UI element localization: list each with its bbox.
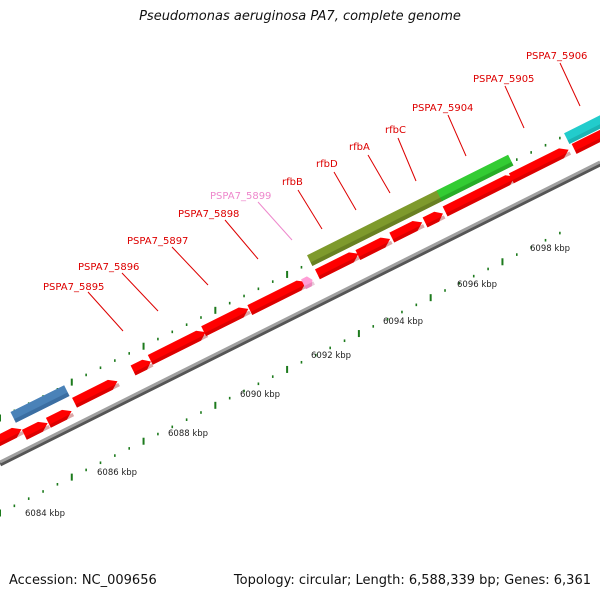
gene-arrow xyxy=(72,379,120,408)
leader-line xyxy=(447,114,467,157)
scale-label: 6094 kbp xyxy=(383,317,423,327)
gene-label: rfbD xyxy=(316,159,338,170)
label-leader-lines xyxy=(87,62,581,332)
gene-label: PSPA7_5897 xyxy=(127,236,188,247)
map-title: Pseudomonas aeruginosa PA7, complete gen… xyxy=(139,9,461,24)
scale-labels: 6084 kbp 6086 kbp 6088 kbp 6090 kbp 6092 kbp… xyxy=(25,244,570,519)
leader-line xyxy=(257,201,293,241)
gene-label: PSPA7_5896 xyxy=(78,262,139,273)
gene-label: rfbC xyxy=(385,125,406,136)
leader-line xyxy=(121,272,159,312)
scale-label: 6086 kbp xyxy=(97,468,137,478)
gene-arrow xyxy=(422,211,446,228)
feature-blue xyxy=(10,385,70,423)
leader-line xyxy=(367,154,391,194)
scale-label: 6084 kbp xyxy=(25,509,65,519)
gene-arrow xyxy=(442,175,518,217)
gene-arrow xyxy=(247,280,309,316)
gene-label: PSPA7_5906 xyxy=(526,51,587,62)
accession-text: Accession: NC_009656 xyxy=(9,573,157,588)
gene-label: PSPA7_5899 xyxy=(210,191,271,202)
backbone xyxy=(0,160,600,467)
gene-arrow xyxy=(147,330,209,365)
scale-label: 6092 kbp xyxy=(311,351,351,361)
leader-line xyxy=(397,137,417,182)
rfb-block xyxy=(307,189,443,267)
gene-arrow xyxy=(130,359,154,376)
leader-line xyxy=(333,171,357,211)
feature-cyan xyxy=(564,110,600,144)
gene-label: rfbB xyxy=(282,177,303,188)
leader-line xyxy=(559,62,581,107)
gene-label: PSPA7_5904 xyxy=(412,103,473,114)
gene-arrow xyxy=(314,252,362,280)
gene-label: PSPA7_5905 xyxy=(473,74,534,85)
gene-arrow-pspa7-5899 xyxy=(301,276,315,290)
gene-arrow xyxy=(389,221,425,243)
scale-label: 6090 kbp xyxy=(240,390,280,400)
gene-label: PSPA7_5898 xyxy=(178,209,239,220)
backbone-shadow xyxy=(0,161,600,467)
gene-arrow xyxy=(201,307,251,337)
gene-label: rfbA xyxy=(349,142,370,153)
leader-line xyxy=(297,189,323,230)
leader-line xyxy=(171,246,209,286)
leader-line xyxy=(504,85,525,129)
gene-arrow xyxy=(355,237,393,260)
gene-arrow xyxy=(45,409,75,428)
feature-arrows xyxy=(0,110,600,456)
leader-line xyxy=(224,219,259,260)
backbone-line xyxy=(0,160,600,464)
gene-labels: PSPA7_5895 PSPA7_5896 PSPA7_5897 PSPA7_5898… xyxy=(43,51,587,293)
scale-label: 6096 kbp xyxy=(457,280,497,290)
feature-green xyxy=(436,154,514,202)
gene-arrow xyxy=(21,421,51,440)
gene-arrow xyxy=(508,148,572,184)
gene-label: PSPA7_5895 xyxy=(43,282,104,293)
gene-arrow xyxy=(571,129,600,154)
leader-line xyxy=(87,291,124,332)
scale-label: 6088 kbp xyxy=(168,429,208,439)
genome-summary-text: Topology: circular; Length: 6,588,339 bp… xyxy=(233,573,591,588)
gene-arrow xyxy=(0,427,24,456)
scale-label: 6098 kbp xyxy=(530,244,570,254)
